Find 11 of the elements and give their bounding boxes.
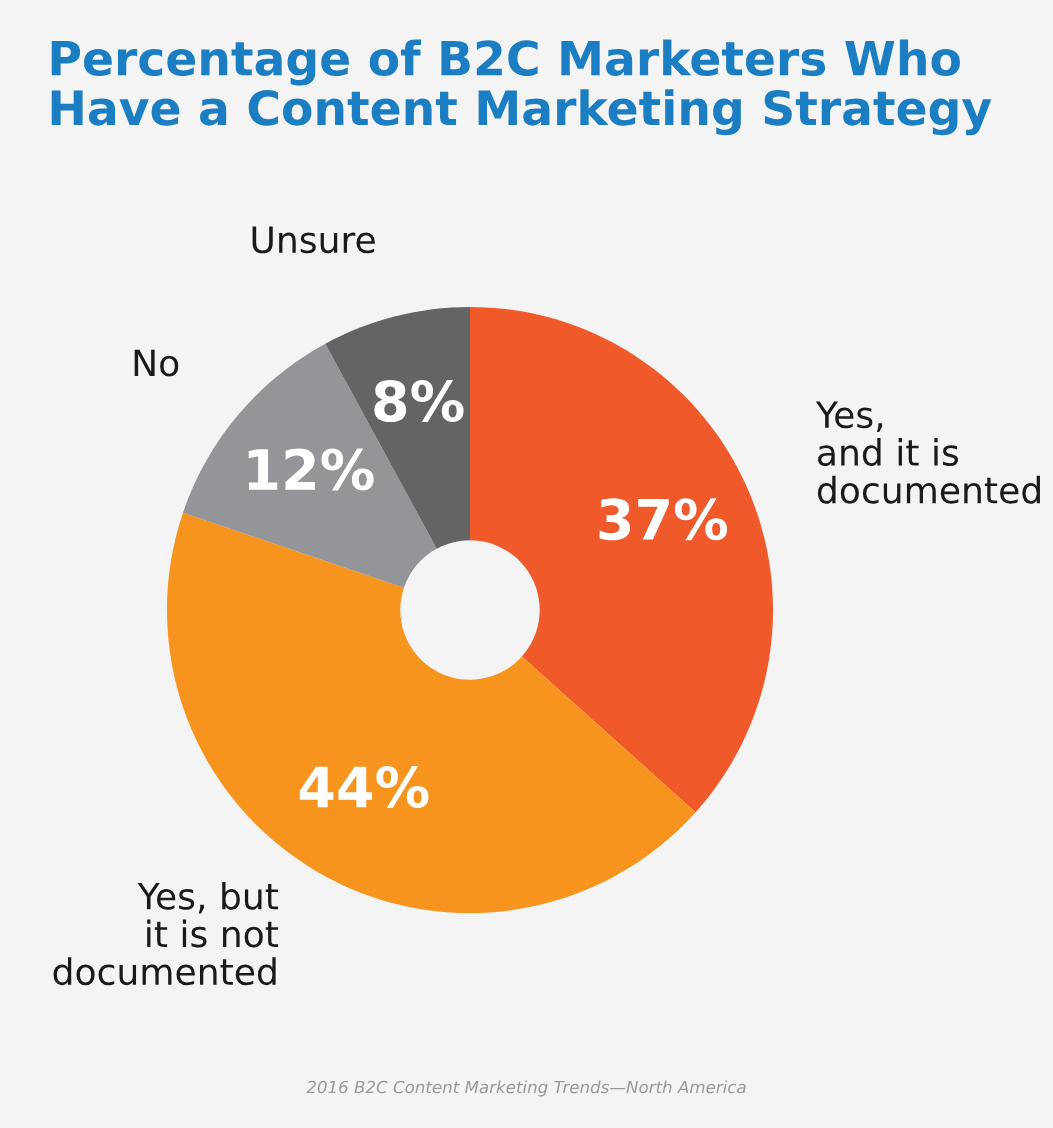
donut-slice [470, 306, 774, 813]
slice-label: Unsure [252, 226, 375, 254]
data-label: 8% [374, 379, 464, 422]
text: 2016 B2C Content Marketing Trends—North America [306, 1080, 746, 1097]
slice-label: Yes, and it is documented [815, 401, 1040, 504]
slice-label: Yes, but it is not documented [53, 881, 279, 986]
data-label: 37% [599, 498, 728, 541]
data-label: 12% [248, 448, 374, 491]
slice-label: No [134, 349, 179, 377]
chart-title: Percentage of B2C Marketers Who Have a Content Marketing Strategy [51, 39, 992, 136]
data-label: 44% [299, 765, 429, 808]
